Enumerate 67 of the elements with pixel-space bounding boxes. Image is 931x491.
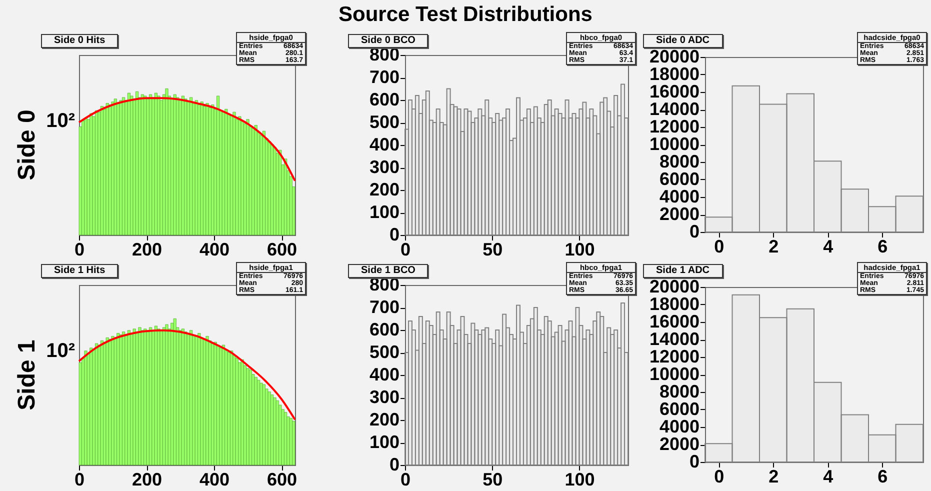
y-tick-label: 600: [369, 320, 400, 340]
y-tick-label: 12000: [649, 346, 700, 366]
x-tick-label: 50: [482, 240, 503, 260]
x-tick-label: 6: [878, 466, 888, 486]
x-tick-label: 600: [266, 470, 298, 490]
y-tick-label: 18000: [649, 294, 700, 314]
chart-title: Side 0 ADC: [643, 34, 723, 48]
text: 10²: [46, 340, 75, 363]
x-tick-label: 200: [132, 470, 162, 490]
y-tick-label: 8000: [659, 152, 700, 172]
y-tick-label: 4000: [659, 186, 700, 206]
y-tick-label: 400: [369, 134, 400, 154]
y-tick-label: 12000: [649, 116, 700, 136]
y-tick-label: 16000: [649, 312, 700, 332]
y-tick-label: 500: [369, 342, 400, 362]
chart-title: Side 1 Hits: [41, 264, 118, 278]
x-tick-label: 50: [482, 470, 503, 490]
x-tick-label: 100: [564, 470, 595, 490]
x-tick-label: 0: [714, 236, 724, 256]
y-tick-label: 6000: [659, 169, 700, 189]
x-tick-label: 4: [823, 236, 834, 256]
y-tick-label: 20000: [649, 46, 700, 66]
y-tick-label: 300: [369, 387, 400, 407]
chart-title: Side 1 BCO: [348, 264, 428, 278]
x-tick-label: 0: [714, 466, 724, 486]
y-tick-label: 10000: [649, 364, 700, 384]
y-tick-label: 10000: [649, 134, 700, 154]
x-tick-label: 2: [768, 236, 779, 256]
y-tick-label: 0: [689, 222, 700, 242]
y-tick-label: 400: [369, 364, 400, 384]
text: 10²: [46, 110, 75, 133]
y-tick-label: 6000: [659, 399, 700, 419]
y-tick-label: 14000: [649, 329, 700, 349]
y-tick-label: 200: [369, 410, 400, 430]
y-tick-label: 200: [369, 180, 400, 200]
chart-title: Side 1 ADC: [643, 264, 723, 278]
y-tick-label: 2000: [659, 204, 700, 224]
y-axis-title: Side 1: [13, 340, 42, 410]
y-tick-label: 8000: [659, 382, 700, 402]
x-tick-label: 600: [266, 240, 298, 260]
chart-title: Side 0 BCO: [348, 34, 428, 48]
x-tick-label: 400: [199, 240, 230, 260]
x-tick-label: 400: [199, 470, 230, 490]
y-tick-label: 700: [369, 297, 400, 317]
x-tick-label: 4: [823, 466, 834, 486]
y-tick-label: 100: [369, 202, 400, 222]
y-tick-label: 100: [369, 432, 400, 452]
y-tick-label: 20000: [649, 276, 700, 296]
y-tick-label: 500: [369, 112, 400, 132]
x-tick-label: 0: [74, 470, 85, 490]
y-tick-label: 300: [369, 157, 400, 177]
x-tick-label: 6: [878, 236, 888, 256]
y-tick-label: 2000: [659, 434, 700, 454]
y-tick-label: 18000: [649, 64, 700, 84]
x-tick-label: 0: [74, 240, 85, 260]
x-tick-label: 2: [768, 466, 779, 486]
y-tick-label: 14000: [649, 99, 700, 119]
y-tick-label: 0: [689, 452, 700, 472]
y-tick-label: 16000: [649, 82, 700, 102]
y-axis-title: Side 0: [13, 110, 42, 180]
y-tick-label: 4000: [659, 416, 700, 436]
text: Source Test Distributions: [338, 2, 594, 28]
y-tick-label: 600: [369, 90, 400, 110]
y-tick-label: 700: [369, 67, 400, 87]
x-tick-label: 200: [132, 240, 162, 260]
x-tick-label: 100: [564, 240, 595, 260]
chart-title: Side 0 Hits: [41, 34, 118, 48]
